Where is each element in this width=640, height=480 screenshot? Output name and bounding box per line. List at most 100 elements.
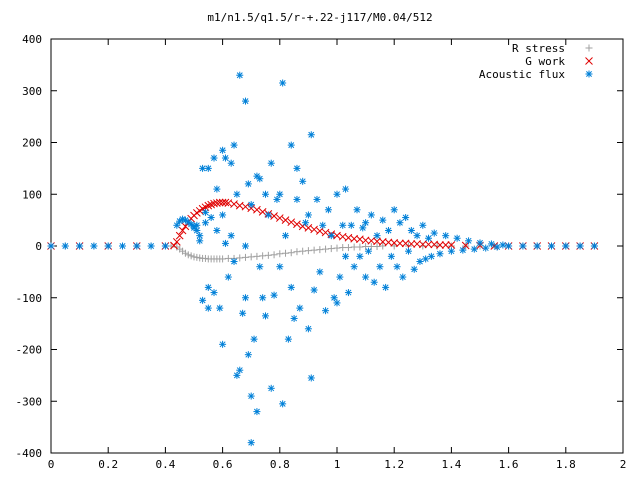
data-point — [333, 299, 341, 307]
data-point — [262, 312, 269, 320]
data-point — [239, 309, 247, 317]
data-point — [259, 294, 267, 302]
data-point — [436, 250, 444, 258]
data-point — [356, 243, 364, 251]
data-point — [270, 251, 278, 259]
data-point — [322, 245, 330, 253]
series-layer — [47, 71, 599, 447]
data-point — [410, 265, 418, 273]
data-point — [221, 154, 229, 162]
data-point — [327, 245, 335, 253]
data-point — [221, 198, 230, 207]
data-point — [256, 263, 264, 271]
data-point — [324, 206, 332, 214]
data-point — [407, 226, 415, 234]
data-point — [241, 242, 249, 250]
data-point — [416, 258, 424, 266]
data-point — [201, 219, 209, 227]
data-point — [299, 177, 307, 185]
data-point — [219, 340, 227, 348]
data-point — [287, 249, 295, 257]
data-point — [236, 71, 244, 79]
data-point — [373, 243, 381, 251]
data-point — [290, 314, 298, 322]
data-point — [224, 273, 232, 281]
data-point — [307, 131, 315, 139]
data-point — [147, 242, 155, 250]
data-point — [316, 268, 324, 276]
data-point — [227, 232, 235, 240]
data-point — [236, 254, 244, 262]
x-tick-label: 2 — [620, 458, 627, 471]
data-point — [213, 185, 221, 193]
data-point — [302, 219, 310, 227]
data-point — [407, 240, 416, 248]
data-point — [241, 294, 249, 302]
data-point — [296, 304, 304, 312]
data-point — [382, 283, 390, 291]
data-point — [244, 180, 252, 188]
data-point — [447, 241, 456, 249]
data-point — [321, 228, 330, 237]
data-point — [422, 255, 430, 263]
y-tick-label: 0 — [35, 240, 42, 253]
data-point — [344, 244, 352, 252]
legend-label: Acoustic flux — [479, 68, 565, 81]
data-point — [264, 251, 272, 259]
data-point — [399, 273, 407, 281]
data-point — [247, 253, 255, 261]
data-point — [215, 198, 224, 207]
data-point — [310, 246, 318, 254]
data-point — [161, 242, 169, 250]
data-point — [90, 242, 98, 250]
data-point — [441, 241, 450, 249]
data-point — [373, 232, 381, 240]
data-point — [247, 439, 255, 447]
data-point — [347, 221, 355, 229]
data-point — [313, 195, 321, 203]
data-point — [447, 247, 455, 255]
data-point — [207, 214, 215, 222]
data-point — [230, 200, 238, 208]
data-point — [304, 325, 312, 333]
data-point — [233, 190, 241, 198]
data-point — [250, 335, 258, 343]
data-point — [342, 185, 350, 193]
data-point — [287, 141, 295, 149]
data-point — [219, 146, 227, 154]
data-point — [370, 278, 378, 286]
data-point — [170, 241, 178, 250]
data-point — [201, 254, 209, 262]
series-acoustic-flux — [47, 71, 598, 447]
x-tick-label: 0.2 — [98, 458, 118, 471]
y-tick-label: 300 — [22, 85, 42, 98]
ticks-layer: 0 0.2 0.4 0.6 0.8 1 1.2 1.4 1.6 1.8 2 -400 -300 -200 -… — [16, 33, 627, 471]
data-point — [241, 253, 249, 261]
y-tick-label: -400 — [16, 447, 43, 460]
data-point — [276, 190, 284, 198]
data-point — [493, 243, 501, 251]
data-point — [461, 241, 470, 250]
data-point — [282, 249, 290, 257]
x-tick-label: 1.4 — [441, 458, 461, 471]
data-point — [247, 204, 256, 213]
data-point — [293, 248, 301, 256]
data-point — [396, 239, 404, 248]
data-point — [459, 246, 467, 254]
data-point — [216, 304, 224, 312]
data-point — [342, 252, 350, 260]
data-point — [284, 335, 292, 343]
data-point — [330, 294, 338, 302]
data-point — [333, 190, 341, 198]
x-tick-label: 0 — [48, 458, 55, 471]
data-point — [210, 289, 218, 297]
data-point — [287, 218, 296, 227]
data-point — [430, 229, 438, 237]
data-point — [256, 175, 264, 183]
data-point — [244, 351, 252, 359]
data-point — [104, 242, 112, 250]
data-point — [562, 242, 570, 250]
y-tick-label: 200 — [22, 137, 42, 150]
data-point — [213, 226, 221, 234]
data-point — [264, 211, 272, 219]
